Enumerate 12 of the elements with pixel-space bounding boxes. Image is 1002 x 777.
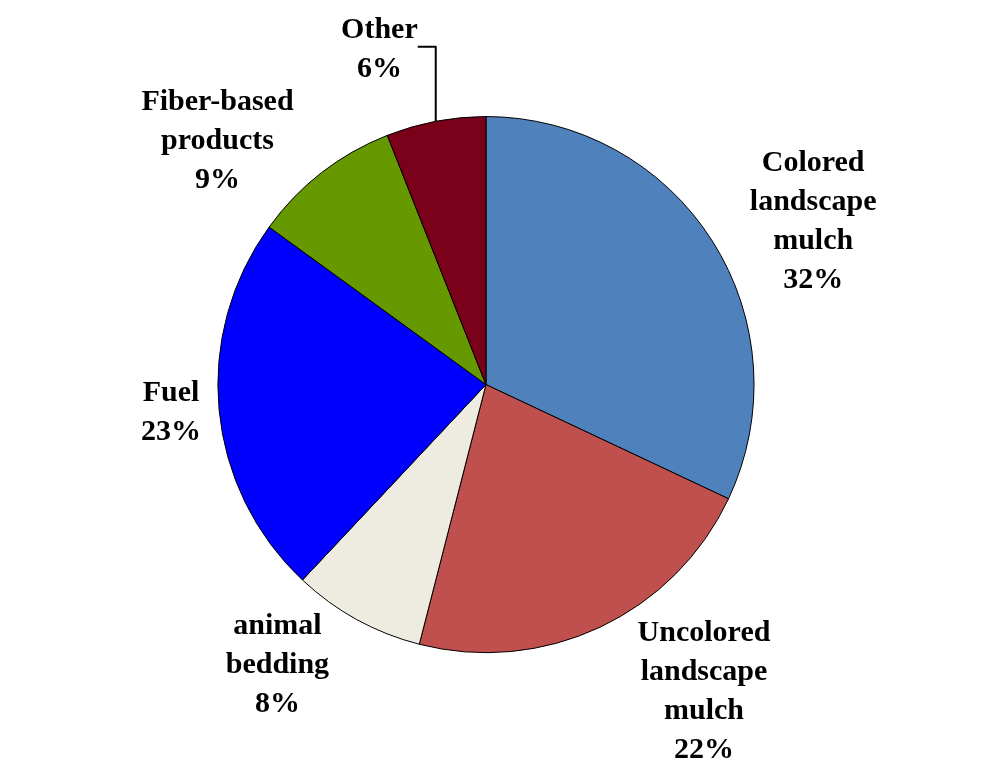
data-label: 9%: [195, 160, 240, 194]
data-label: 23%: [141, 413, 202, 447]
slice-label: Fiber-based products: [141, 82, 294, 155]
data-label: 22%: [674, 730, 734, 764]
data-label: 8%: [254, 684, 300, 718]
slice-label: Fuel: [142, 374, 200, 408]
slice-label: animal bedding: [225, 606, 330, 679]
data-label: 6%: [356, 49, 402, 83]
data-label: 32%: [783, 261, 844, 295]
slice-label: Uncolored landscape mulch: [637, 613, 771, 725]
slice-label: Colored landscape mulch: [749, 144, 877, 256]
slice-label: Other: [341, 10, 418, 44]
